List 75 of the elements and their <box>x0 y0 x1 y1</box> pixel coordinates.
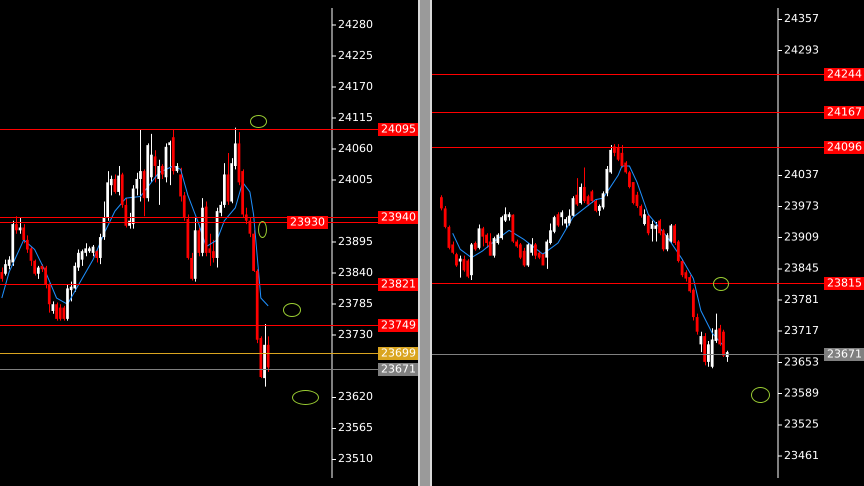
candlestick <box>62 305 66 322</box>
ref-line-label: 24244 <box>827 67 862 80</box>
y-tick-label: 23565 <box>338 421 373 434</box>
ref-line-label: 23821 <box>381 277 416 290</box>
candlestick <box>474 241 477 252</box>
ref-line-label: 23671 <box>381 362 416 376</box>
candlestick <box>707 340 710 368</box>
candlestick <box>455 252 458 268</box>
candlestick <box>654 222 658 242</box>
candlestick <box>197 226 200 257</box>
y-tick-label: 23620 <box>338 390 373 404</box>
candlestick <box>526 242 530 268</box>
candlestick <box>643 208 646 226</box>
candlestick <box>176 162 178 174</box>
candlestick <box>58 304 62 322</box>
ref-line-label: 23940 <box>381 210 416 224</box>
candlestick <box>92 244 94 257</box>
y-tick-label: 24170 <box>338 80 373 93</box>
candlestick <box>646 214 650 236</box>
candlestick <box>95 248 98 263</box>
candlestick <box>579 183 582 205</box>
candlestick <box>52 300 54 314</box>
y-tick-label: 23895 <box>338 235 373 248</box>
ref-line-label: 24167 <box>827 105 862 118</box>
candlestick <box>492 236 496 258</box>
y-tick-label: 24005 <box>338 172 373 186</box>
ref-line-label: 23671 <box>827 347 862 360</box>
ref-line-label: 24095 <box>381 122 416 136</box>
y-tick-label: 23909 <box>784 230 819 244</box>
y-tick-label: 23525 <box>784 418 819 431</box>
candlestick <box>139 128 142 202</box>
y-tick-label: 23785 <box>338 297 373 310</box>
candlestick <box>650 220 654 242</box>
candlestick <box>722 329 725 358</box>
candlestick <box>458 255 462 278</box>
y-tick-label: 23781 <box>784 292 819 306</box>
y-tick-label: 23845 <box>784 262 819 275</box>
candlestick <box>18 216 22 234</box>
y-tick-label: 23510 <box>338 452 373 466</box>
y-tick-label: 24060 <box>338 142 373 155</box>
candlestick <box>4 259 7 276</box>
candlestick <box>55 302 58 322</box>
candlestick <box>440 194 443 211</box>
y-tick-label: 23730 <box>338 328 373 342</box>
y-tick-label: 24115 <box>338 110 373 124</box>
y-tick-label: 24225 <box>338 48 373 62</box>
y-tick-label: 23973 <box>784 199 819 212</box>
candlestick <box>534 242 537 260</box>
candlestick <box>160 164 164 180</box>
candlestick <box>117 165 120 196</box>
ref-line-label: 23930 <box>290 215 326 228</box>
candlestick <box>0 267 4 282</box>
y-tick-label: 24293 <box>784 43 819 56</box>
y-tick-label: 24280 <box>338 18 373 31</box>
ref-line-label: 23699 <box>381 346 416 360</box>
candlestick <box>699 331 702 353</box>
candlestick <box>556 212 560 228</box>
y-tick-label: 24357 <box>784 12 819 26</box>
candlestick <box>500 215 503 240</box>
y-tick-label: 23653 <box>784 355 819 368</box>
ref-line-label: 23815 <box>827 276 862 290</box>
y-tick-label: 23717 <box>784 324 819 338</box>
candlestick <box>154 150 156 183</box>
candlestick <box>114 174 116 194</box>
y-tick-label: 23589 <box>784 386 819 400</box>
candlestick <box>478 224 480 250</box>
y-tick-label: 23461 <box>784 448 819 462</box>
candlestick <box>157 159 160 206</box>
y-tick-label: 23840 <box>338 266 373 280</box>
y-tick-label: 24037 <box>784 168 819 182</box>
candlestick <box>462 255 466 272</box>
ref-line-label: 23749 <box>381 318 416 332</box>
candlestick <box>522 247 526 268</box>
candlestick <box>542 252 544 266</box>
ref-line-label: 24096 <box>827 140 862 154</box>
